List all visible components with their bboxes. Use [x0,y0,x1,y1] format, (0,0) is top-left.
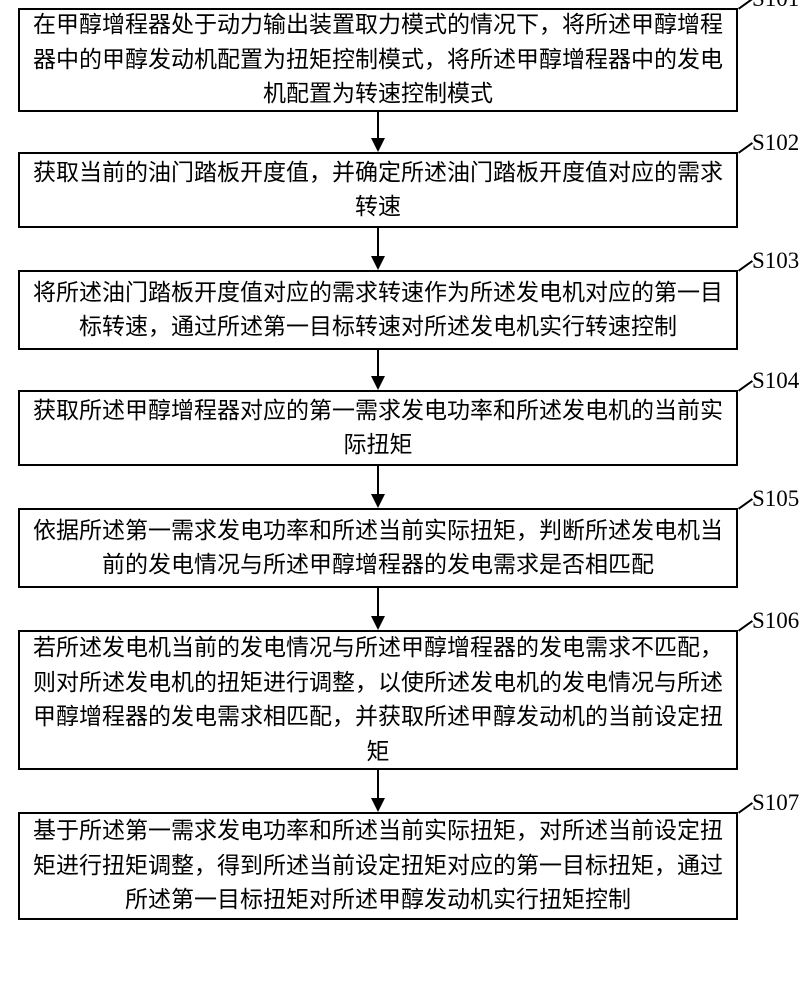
step-box-s104: 获取所述甲醇增程器对应的第一需求发电功率和所述发电机的当前实际扭矩 [18,390,738,466]
arrow-line [377,466,379,496]
step-box-s102: 获取当前的油门踏板开度值，并确定所述油门踏板开度值对应的需求转速 [18,152,738,228]
leader-line [738,142,753,154]
step-box-s105: 依据所述第一需求发电功率和所述当前实际扭矩，判断所述发电机当前的发电情况与所述甲… [18,508,738,588]
arrow-head-icon [371,376,385,390]
arrow-line [377,350,379,378]
step-text-s103: 将所述油门踏板开度值对应的需求转速作为所述发电机对应的第一目标转速，通过所述第一… [30,276,726,345]
leader-line [738,498,753,510]
arrow-head-icon [371,798,385,812]
arrow-head-icon [371,138,385,152]
step-box-s103: 将所述油门踏板开度值对应的需求转速作为所述发电机对应的第一目标转速，通过所述第一… [18,270,738,350]
arrow-line [377,228,379,258]
step-label-s101: S101 [752,0,799,12]
step-text-s105: 依据所述第一需求发电功率和所述当前实际扭矩，判断所述发电机当前的发电情况与所述甲… [30,514,726,583]
arrow-line [377,112,379,140]
leader-line [738,260,753,272]
step-box-s107: 基于所述第一需求发电功率和所述当前实际扭矩，对所述当前设定扭矩进行扭矩调整，得到… [18,812,738,920]
step-label-s107: S107 [752,790,799,816]
leader-line [738,380,753,392]
flowchart-container: 在甲醇增程器处于动力输出装置取力模式的情况下，将所述甲醇增程器中的甲醇发动机配置… [0,0,811,1000]
leader-line [738,0,753,10]
step-box-s106: 若所述发电机当前的发电情况与所述甲醇增程器的发电需求不匹配，则对所述发电机的扭矩… [18,630,738,770]
leader-line [738,620,753,632]
step-box-s101: 在甲醇增程器处于动力输出装置取力模式的情况下，将所述甲醇增程器中的甲醇发动机配置… [18,8,738,112]
step-label-s106: S106 [752,608,799,634]
arrow-head-icon [371,494,385,508]
step-text-s101: 在甲醇增程器处于动力输出装置取力模式的情况下，将所述甲醇增程器中的甲醇发动机配置… [30,8,726,112]
step-label-s104: S104 [752,368,799,394]
arrow-line [377,770,379,800]
arrow-line [377,588,379,618]
arrow-head-icon [371,256,385,270]
arrow-head-icon [371,616,385,630]
step-label-s102: S102 [752,130,799,156]
leader-line [738,802,753,814]
step-text-s107: 基于所述第一需求发电功率和所述当前实际扭矩，对所述当前设定扭矩进行扭矩调整，得到… [30,814,726,918]
step-text-s106: 若所述发电机当前的发电情况与所述甲醇增程器的发电需求不匹配，则对所述发电机的扭矩… [30,631,726,769]
step-text-s102: 获取当前的油门踏板开度值，并确定所述油门踏板开度值对应的需求转速 [30,156,726,225]
step-label-s105: S105 [752,486,799,512]
step-text-s104: 获取所述甲醇增程器对应的第一需求发电功率和所述发电机的当前实际扭矩 [30,394,726,463]
step-label-s103: S103 [752,248,799,274]
